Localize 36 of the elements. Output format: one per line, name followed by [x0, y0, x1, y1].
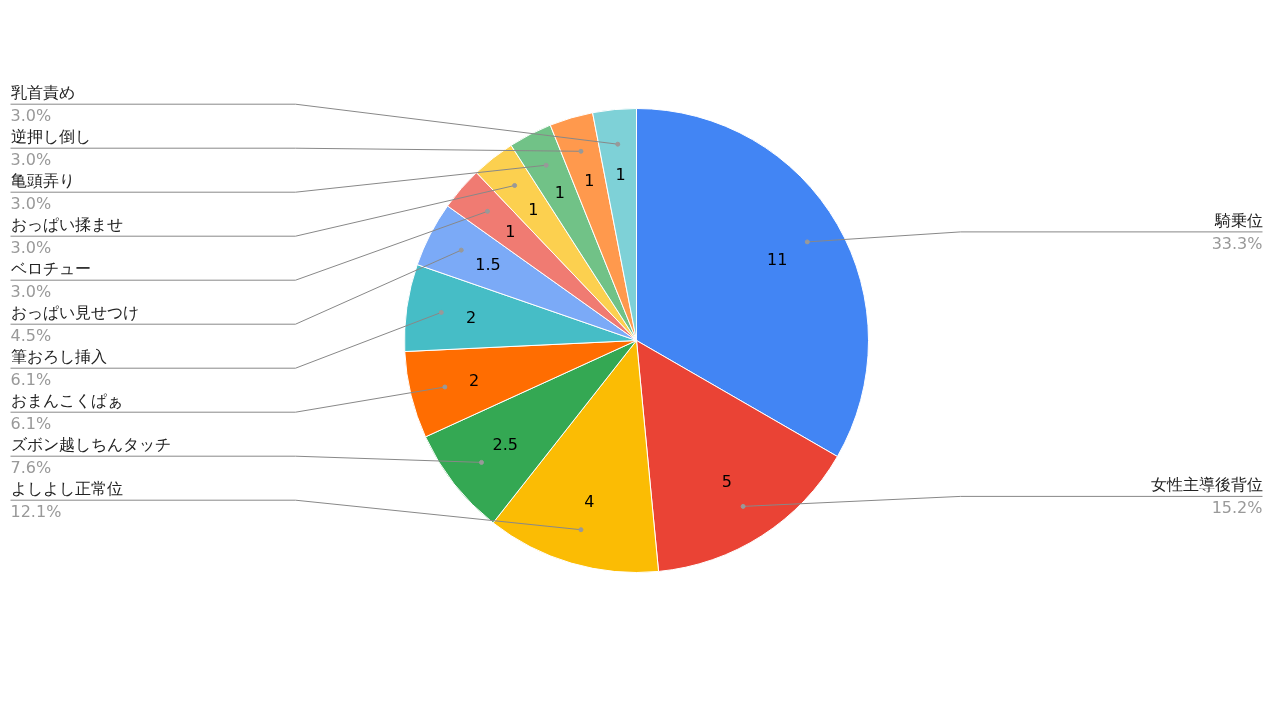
- data-label: 1: [528, 200, 539, 220]
- slice-label: おっぱい揉ませ: [10, 215, 123, 235]
- text: 4.5%: [10, 326, 52, 346]
- text: 33.3%: [1211, 233, 1263, 253]
- slice-label: おっぱい見せつけ: [10, 303, 139, 323]
- data-label: 2: [466, 307, 477, 327]
- data-label: 11: [766, 250, 788, 270]
- data-label: 1: [615, 165, 626, 185]
- slice-label: よしよし正常位: [10, 479, 123, 499]
- text: 3.0%: [10, 106, 52, 126]
- text: 15.2%: [1211, 498, 1263, 518]
- text: 7.6%: [10, 458, 52, 478]
- slice-label: おまんこくぱぁ: [10, 391, 123, 411]
- text: 12.1%: [10, 502, 62, 522]
- slice-label: 亀頭弄り: [10, 171, 75, 191]
- data-label: 1: [554, 183, 566, 203]
- text: 3.0%: [10, 150, 52, 170]
- text: 6.1%: [10, 414, 52, 434]
- data-label: 4: [584, 491, 595, 511]
- slice-label: ベロチュー: [10, 259, 91, 279]
- data-label: 1.5: [475, 254, 501, 274]
- slice-label: 騎乗位: [1213, 210, 1263, 230]
- text: 3.0%: [10, 238, 52, 258]
- slice-label: ズボン越しちんタッチ: [10, 435, 171, 455]
- slice-label: 筆おろし挿入: [10, 347, 107, 367]
- slice-label: 乳首責め: [10, 83, 75, 103]
- slice-label: 女性主導後背位: [1150, 475, 1263, 495]
- slice-label: 逆押し倒し: [10, 127, 91, 147]
- data-label: 2.5: [492, 434, 518, 454]
- data-label: 5: [721, 472, 732, 492]
- data-label: 2: [469, 370, 480, 390]
- text: 6.1%: [10, 370, 52, 390]
- data-label: 1: [505, 222, 516, 242]
- text: 3.0%: [10, 194, 52, 214]
- text: 3.0%: [10, 282, 52, 302]
- data-label: 1: [584, 171, 595, 191]
